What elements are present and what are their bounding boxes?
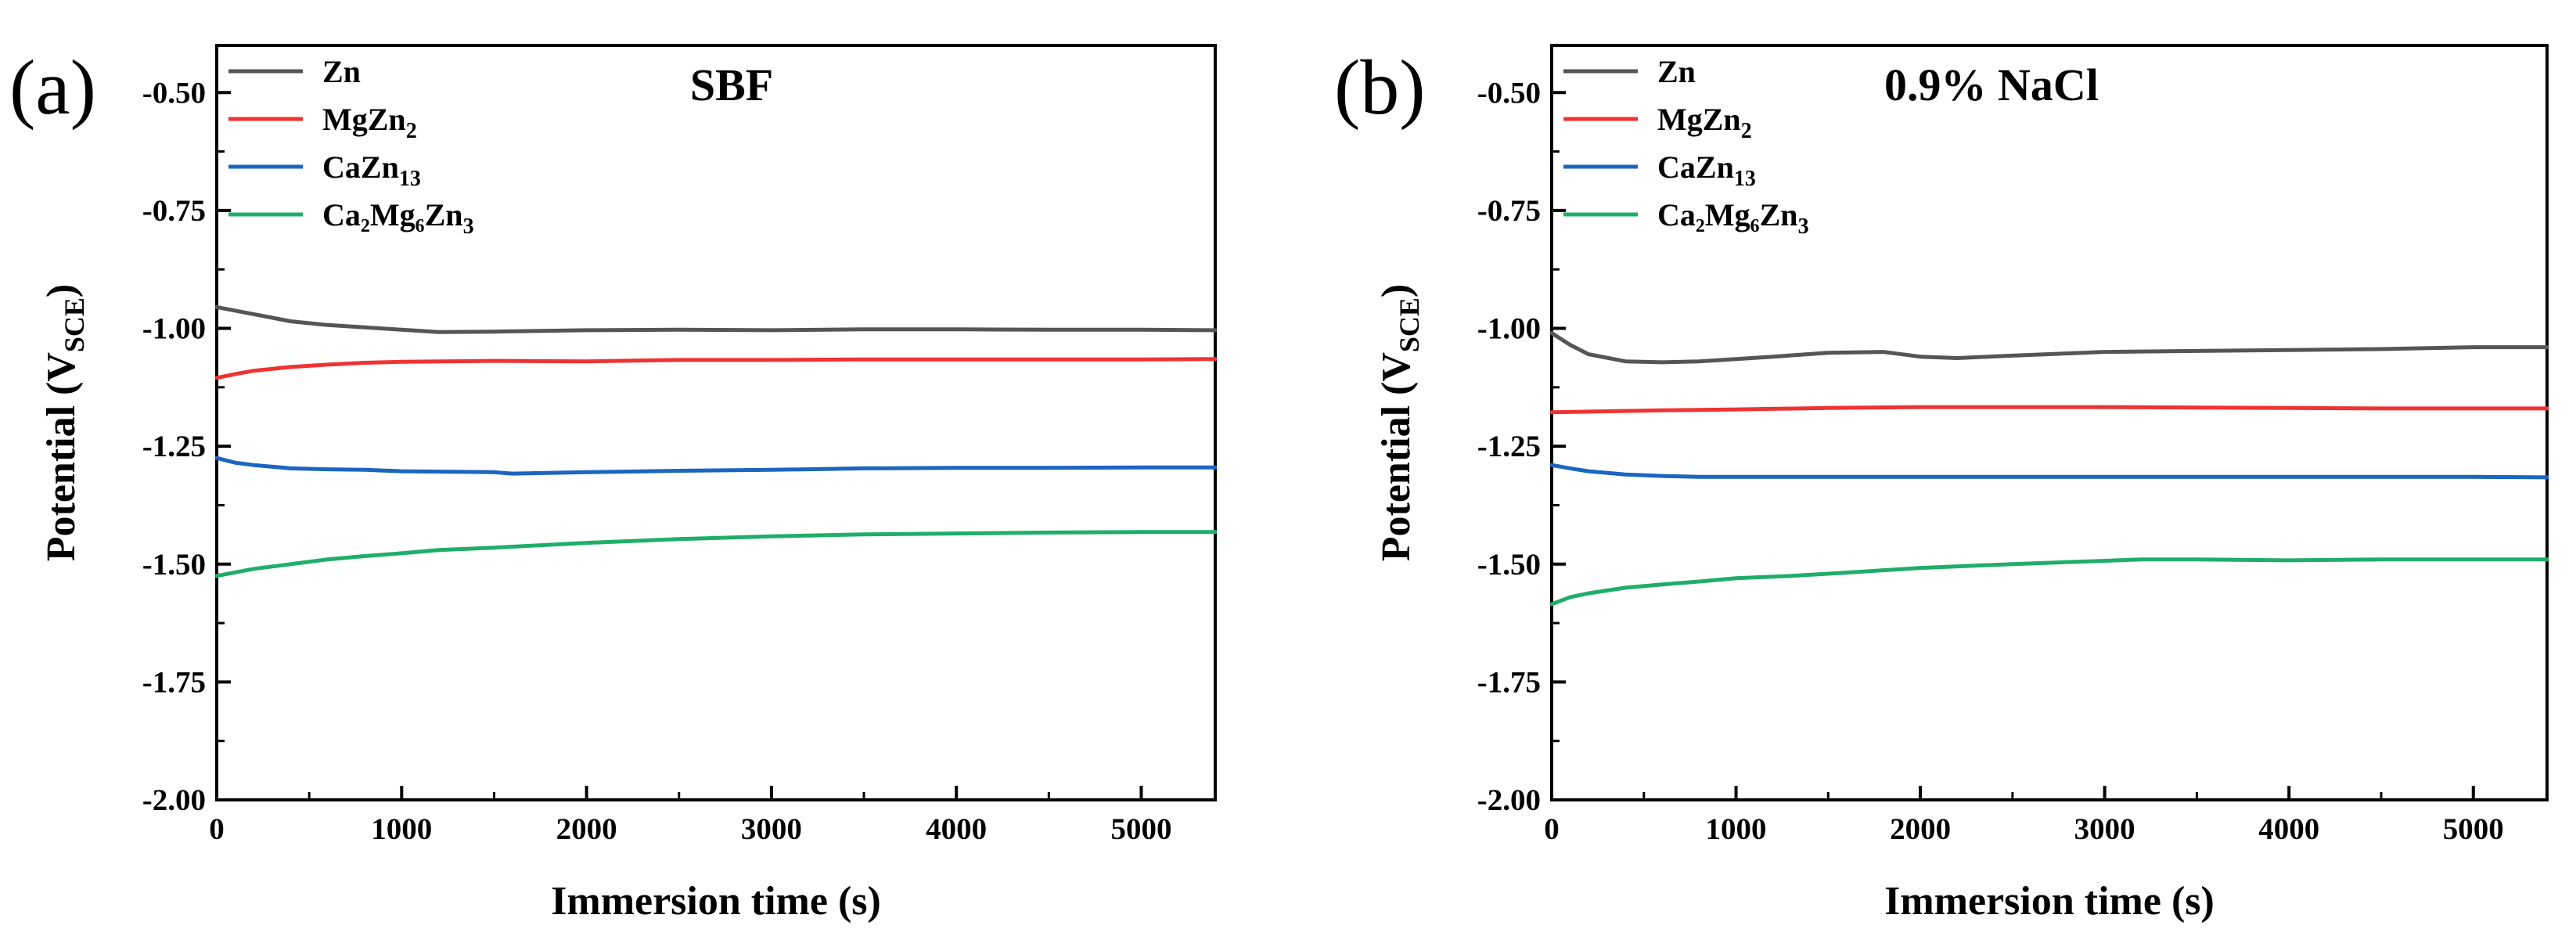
legend: Zn MgZn2 CaZn13 Ca₂Mg₆Zn3	[228, 54, 474, 239]
legend-label-main: Zn	[1657, 54, 1696, 89]
legend-label: MgZn2	[1657, 102, 1752, 143]
series-line-cazn13	[1549, 463, 2549, 480]
legend-label-sub: 13	[399, 167, 421, 191]
x-tick-label: 4000	[2258, 812, 2319, 846]
legend-label-main: Ca₂Mg₆Zn	[1657, 197, 1798, 232]
series-line-zn	[1549, 331, 2549, 365]
y-tick-label: -1.50	[1477, 548, 1541, 582]
legend-label-main: Zn	[322, 54, 361, 89]
x-tick-label: 1000	[371, 812, 432, 846]
legend-label-sub: 3	[1798, 214, 1809, 239]
y-tick-label: -1.75	[1477, 665, 1541, 699]
plot-frame	[215, 44, 1217, 801]
x-axis-title: Immersion time (s)	[1884, 879, 2214, 924]
chart-title: 0.9% NaCl	[1884, 59, 2099, 110]
y-axis-title-sub: SCE	[1394, 297, 1425, 352]
x-tick-label: 3000	[741, 812, 802, 846]
x-tick-label: 5000	[1110, 812, 1171, 846]
y-axis-title: Potential (VSCE)	[39, 284, 90, 562]
series-line-cazn13	[214, 456, 1218, 476]
y-tick-label: -0.75	[1477, 194, 1541, 228]
legend-label-main: CaZn	[1657, 149, 1734, 185]
y-tick-label: -1.25	[1477, 430, 1541, 463]
x-tick-label: 2000	[556, 812, 617, 846]
y-tick-label: -1.25	[142, 430, 206, 463]
legend-label-sub: 13	[1734, 167, 1756, 191]
y-tick-label: -2.00	[142, 783, 206, 817]
legend-label-main: Ca₂Mg₆Zn	[322, 197, 463, 232]
series-line-ca2mg6zn3	[1549, 557, 2549, 607]
legend-label: MgZn2	[322, 102, 417, 143]
legend-label: Zn	[322, 54, 361, 89]
chart-title: SBF	[690, 59, 773, 110]
chart-panel-b: -0.50 -0.75 -1.00 -1.25 -1.50 -1.75 -2.000 1000…	[1334, 44, 2549, 924]
legend-label-main: CaZn	[322, 149, 399, 185]
y-axis-title-close: )	[39, 284, 84, 297]
panel-label: (a)	[9, 44, 96, 131]
series-line-zn	[214, 304, 1218, 334]
series-line-ca2mg6zn3	[214, 530, 1218, 578]
y-tick-label: -1.50	[142, 548, 206, 582]
x-tick-label: 0	[1544, 812, 1560, 846]
x-tick-label: 5000	[2443, 812, 2504, 846]
y-axis-title-main: Potential (V	[1374, 352, 1419, 561]
panel-label: (b)	[1334, 44, 1426, 131]
y-tick-label: -2.00	[1477, 783, 1541, 817]
legend-label-main: MgZn	[322, 102, 406, 137]
x-tick-label: 4000	[926, 812, 987, 846]
legend-label-sub: 2	[1741, 119, 1752, 143]
y-tick-label: -0.50	[1477, 76, 1541, 110]
x-tick-label: 0	[209, 812, 225, 846]
legend-label: Ca₂Mg₆Zn3	[1657, 197, 1809, 239]
y-axis-title: Potential (VSCE)	[1374, 284, 1425, 562]
plot-frame	[1550, 44, 2549, 801]
y-axis-title-main: Potential (V	[39, 352, 84, 561]
x-axis-title: Immersion time (s)	[551, 879, 881, 924]
legend-label: Zn	[1657, 54, 1696, 89]
chart-panel-a: -0.50 -0.75 -1.00 -1.25 -1.50 -1.75 -2.000 1000…	[9, 44, 1218, 924]
legend-label-main: MgZn	[1657, 102, 1741, 137]
y-axis-title-close: )	[1374, 284, 1419, 297]
x-tick-label: 3000	[2074, 812, 2135, 846]
series-line-mgzn2	[214, 357, 1218, 380]
legend-label: Ca₂Mg₆Zn3	[322, 197, 474, 239]
y-tick-label: -0.50	[142, 76, 206, 110]
y-axis-title-sub: SCE	[59, 297, 90, 352]
y-tick-label: -1.75	[142, 665, 206, 699]
x-tick-label: 1000	[1706, 812, 1767, 846]
x-tick-label: 2000	[1890, 812, 1951, 846]
legend-label: CaZn13	[322, 149, 421, 191]
y-tick-label: -1.00	[142, 312, 206, 346]
legend-label-sub: 2	[406, 119, 417, 143]
legend-label: CaZn13	[1657, 149, 1756, 191]
y-tick-label: -0.75	[142, 194, 206, 228]
legend-label-sub: 3	[463, 214, 474, 239]
legend: Zn MgZn2 CaZn13 Ca₂Mg₆Zn3	[1563, 54, 1809, 239]
y-tick-label: -1.00	[1477, 312, 1541, 346]
series-line-mgzn2	[1549, 405, 2549, 415]
